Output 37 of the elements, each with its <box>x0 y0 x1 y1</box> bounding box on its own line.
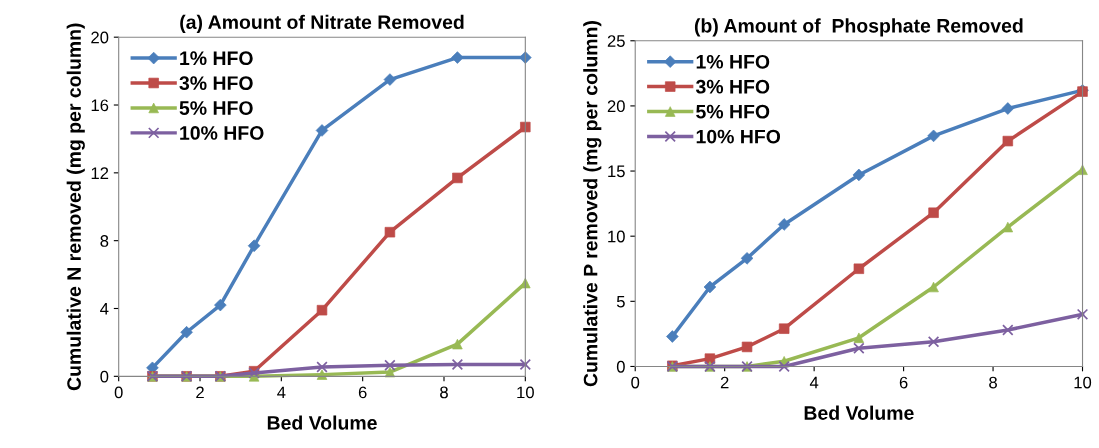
legend-label: 10% HFO <box>696 129 781 144</box>
x-tick-label: 0 <box>114 386 123 399</box>
chart-title: (b) Amount of Phosphate Removed <box>694 18 1023 37</box>
x-axis-title: Bed Volume <box>804 405 914 420</box>
legend-label: 5% HFO <box>696 104 770 119</box>
x-axis-title: Bed Volume <box>267 415 377 430</box>
legend-label: 5% HFO <box>179 101 253 115</box>
y-tick-label: 20 <box>91 31 109 44</box>
x-tick-label: 4 <box>809 376 819 389</box>
y-tick-label: 20 <box>607 100 625 113</box>
legend-label: 10% HFO <box>180 126 264 140</box>
chart-title: (a) Amount of Nitrate Removed <box>180 14 464 33</box>
x-tick-label: 2 <box>196 386 204 399</box>
x-tick-label: 10 <box>1074 376 1092 389</box>
x-tick-label: 8 <box>989 376 997 389</box>
y-tick-label: 4 <box>100 303 109 315</box>
legend-label: 3% HFO <box>179 76 253 91</box>
x-tick-label: 6 <box>358 386 367 399</box>
y-tick-label: 16 <box>91 99 109 112</box>
x-tick-label: 8 <box>440 386 448 399</box>
y-axis-title: Cumulative N removed (mg per column) <box>66 23 85 391</box>
x-tick-label: 2 <box>720 376 729 389</box>
x-tick-label: 0 <box>631 376 640 389</box>
y-tick-label: 5 <box>616 295 625 308</box>
x-tick-label: 6 <box>899 376 908 389</box>
legend-label: 3% HFO <box>695 79 770 94</box>
y-tick-label: 0 <box>616 360 625 373</box>
y-tick-label: 12 <box>91 167 109 179</box>
y-tick-label: 15 <box>608 165 625 178</box>
legend-label: 1% HFO <box>180 51 253 66</box>
y-axis-title: Cumulative P removed (mg per column) <box>583 21 602 387</box>
y-tick-label: 25 <box>607 35 625 47</box>
legend-label: 1% HFO <box>696 54 770 69</box>
y-tick-label: 10 <box>608 230 625 243</box>
y-tick-label: 8 <box>100 235 109 247</box>
x-tick-label: 10 <box>517 386 534 399</box>
x-tick-label: 4 <box>277 386 286 399</box>
